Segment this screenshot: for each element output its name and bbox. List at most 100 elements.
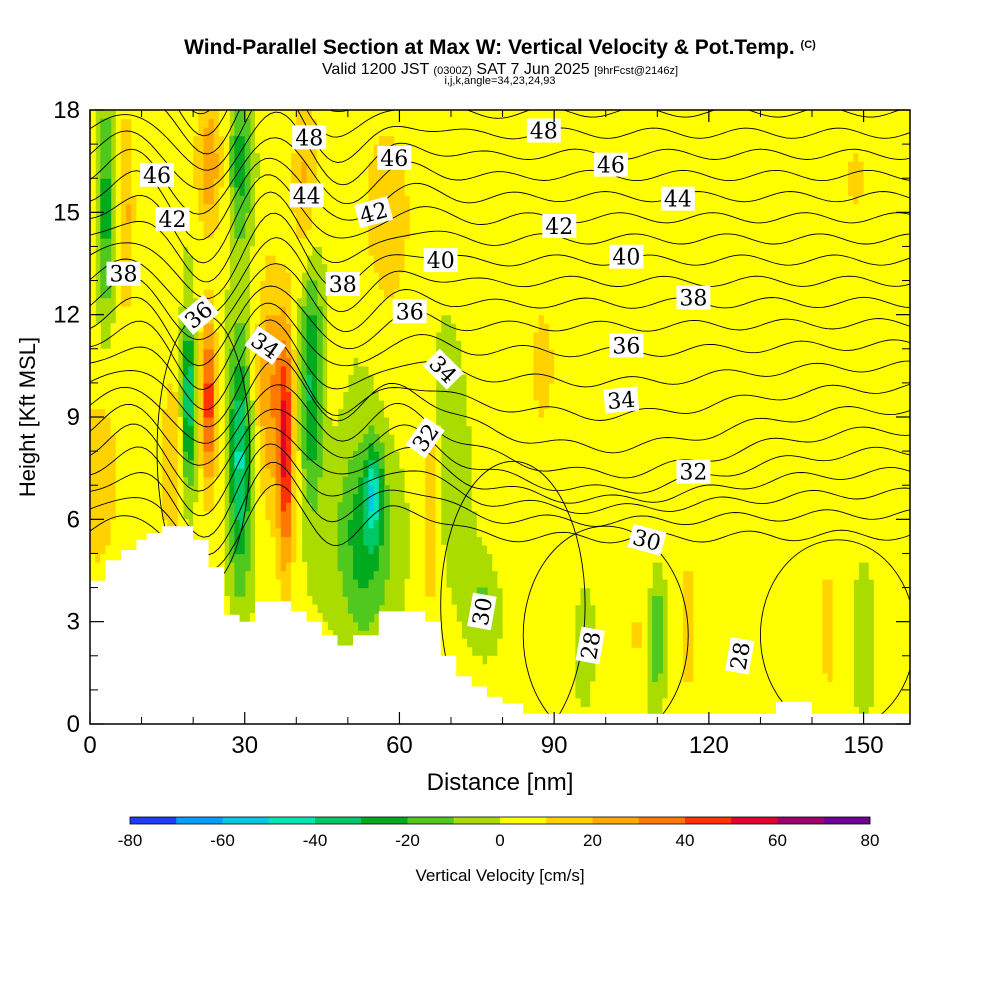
w-cell — [296, 178, 303, 188]
w-cell — [481, 408, 488, 418]
w-cell — [425, 306, 431, 316]
w-cell — [100, 451, 107, 461]
w-cell — [497, 314, 504, 324]
w-cell — [151, 340, 158, 350]
w-cell — [296, 118, 303, 128]
w-cell — [373, 357, 380, 367]
w-cell — [306, 459, 313, 469]
w-cell — [363, 186, 370, 196]
w-cell — [131, 527, 138, 537]
w-cell — [90, 127, 96, 137]
w-cell — [270, 468, 277, 478]
w-cell — [239, 323, 246, 333]
w-cell — [430, 203, 437, 213]
w-cell — [110, 502, 117, 512]
w-cell — [136, 254, 143, 265]
w-cell — [306, 348, 313, 358]
w-cell — [389, 263, 395, 273]
w-cell — [430, 527, 437, 537]
w-cell — [115, 169, 122, 179]
w-cell — [353, 254, 359, 265]
w-cell — [492, 374, 499, 384]
w-cell — [105, 220, 112, 230]
w-cell — [481, 485, 488, 495]
w-cell — [492, 254, 499, 265]
w-cell — [497, 212, 504, 222]
w-cell — [167, 348, 174, 358]
w-cell — [301, 314, 308, 324]
w-cell — [95, 502, 101, 512]
w-cell — [425, 186, 431, 196]
w-cell — [218, 357, 225, 367]
w-cell — [131, 340, 138, 350]
w-cell — [131, 348, 138, 358]
w-cell — [368, 152, 375, 162]
w-cell — [182, 195, 189, 205]
w-cell — [136, 365, 143, 375]
w-cell — [332, 263, 339, 273]
w-cell — [177, 263, 184, 273]
w-cell — [218, 152, 225, 162]
w-cell — [373, 127, 380, 137]
w-cell — [440, 195, 447, 205]
w-cell — [285, 161, 292, 171]
w-cell — [445, 587, 452, 597]
w-cell — [136, 118, 143, 128]
w-cell — [368, 587, 375, 597]
w-cell — [229, 442, 236, 452]
w-cell — [146, 425, 153, 435]
w-cell — [368, 272, 375, 282]
w-cell — [234, 323, 241, 333]
w-cell — [291, 570, 297, 580]
w-cell — [270, 502, 277, 512]
w-cell — [193, 280, 199, 290]
w-cell — [213, 220, 220, 230]
w-cell — [265, 451, 272, 461]
w-cell — [141, 323, 148, 333]
w-cell — [90, 152, 96, 162]
w-cell — [332, 220, 339, 230]
w-cell — [291, 280, 297, 290]
w-cell — [249, 382, 256, 393]
w-cell — [440, 553, 447, 563]
w-cell — [507, 263, 514, 273]
w-cell — [414, 110, 421, 120]
w-cell — [327, 399, 333, 410]
w-cell — [172, 340, 179, 350]
w-cell — [224, 144, 230, 154]
w-cell — [275, 323, 282, 333]
w-cell — [162, 323, 168, 333]
w-cell — [136, 408, 143, 418]
w-cell — [430, 348, 437, 358]
w-cell — [105, 152, 112, 162]
w-cell — [157, 485, 163, 495]
w-cell — [497, 289, 504, 299]
w-cell — [198, 331, 205, 341]
w-cell — [420, 459, 426, 469]
w-cell — [280, 417, 287, 427]
w-cell — [512, 391, 519, 401]
w-cell — [430, 280, 437, 290]
w-cell — [512, 229, 519, 239]
w-cell — [115, 186, 122, 196]
w-cell — [270, 254, 277, 265]
w-cell — [90, 220, 96, 230]
w-cell — [476, 246, 483, 256]
w-cell — [218, 331, 225, 341]
w-cell — [507, 476, 514, 486]
w-cell — [182, 118, 189, 128]
w-cell — [435, 195, 442, 205]
w-cell — [126, 451, 132, 461]
w-cell — [306, 152, 313, 162]
w-cell — [481, 220, 488, 230]
w-cell — [275, 169, 282, 179]
w-cell — [162, 263, 168, 273]
w-cell — [481, 246, 488, 256]
grid-indices: i,j,k,angle=34,23,24,93 — [444, 75, 556, 87]
w-cell — [420, 340, 426, 350]
w-cell — [512, 152, 519, 162]
w-cell — [105, 382, 112, 393]
w-cell — [507, 587, 514, 597]
w-cell — [208, 365, 215, 375]
w-cell — [430, 613, 437, 623]
